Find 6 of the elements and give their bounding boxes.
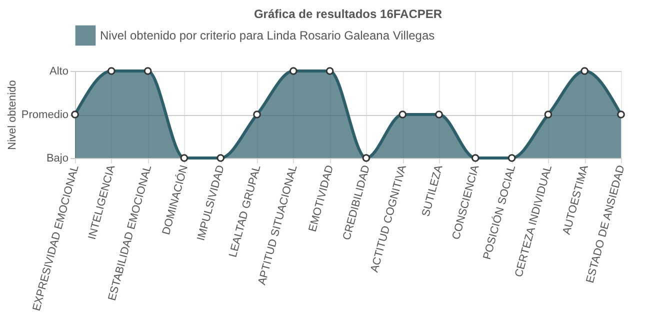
category-label: Bajo: [46, 152, 68, 164]
y-axis-title: Nivel obtenido: [6, 80, 18, 150]
legend-label: Nivel obtenido por criterio para Linda Rosario Galeana Villegas: [100, 28, 435, 42]
chart-title: Gráfica de resultados 16FACPER: [254, 7, 442, 21]
category-label: Alto: [50, 66, 68, 78]
category-label: Promedio: [21, 109, 68, 121]
